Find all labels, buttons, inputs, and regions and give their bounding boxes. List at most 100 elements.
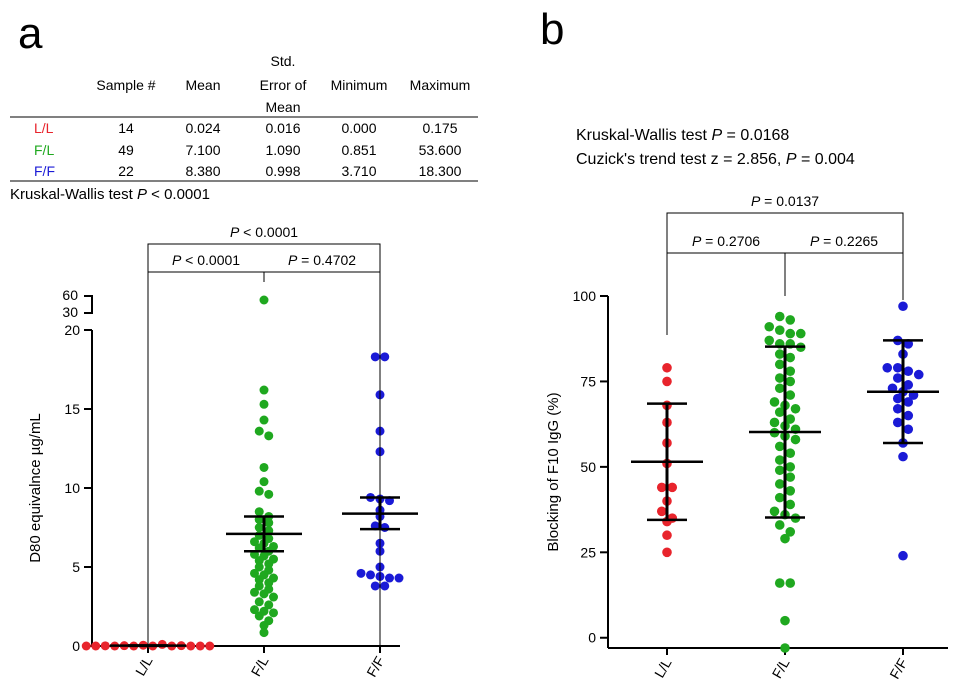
data-point bbox=[264, 431, 274, 441]
header-sample: Sample # bbox=[96, 77, 155, 93]
data-point bbox=[254, 575, 264, 585]
comparison-bracket: P = 0.2265 bbox=[785, 233, 903, 254]
data-point bbox=[780, 533, 790, 544]
chart-b-comparisons: P = 0.0137 P = 0.2706 P = 0.2265 bbox=[666, 193, 904, 335]
cell: 0.000 bbox=[341, 120, 376, 136]
chart-a-break-tick-60: 60 bbox=[62, 287, 78, 303]
data-point bbox=[774, 359, 785, 370]
data-point bbox=[892, 362, 903, 373]
data-point bbox=[898, 451, 908, 462]
y-tick-label: 0 bbox=[588, 630, 596, 646]
data-point bbox=[785, 366, 796, 376]
data-point bbox=[774, 520, 785, 530]
chart-b: Blocking of F10 IgG (%) 0 25 50 75 100 L/L F/… bbox=[545, 193, 948, 682]
data-point bbox=[882, 362, 893, 373]
data-point bbox=[903, 410, 914, 421]
header-maximum: Maximum bbox=[410, 77, 471, 93]
data-point bbox=[394, 573, 404, 583]
header-sem-3: Mean bbox=[265, 99, 300, 115]
y-tick-label: 25 bbox=[580, 544, 596, 560]
row-genotype: F/L bbox=[34, 142, 54, 158]
chart-a-comparisons: P < 0.0001 P < 0.0001 P = 0.4702 bbox=[147, 224, 381, 646]
data-point bbox=[259, 295, 269, 305]
data-point bbox=[903, 424, 914, 435]
data-point bbox=[774, 407, 785, 417]
comparison-label: P < 0.0001 bbox=[172, 252, 240, 268]
row-genotype: F/F bbox=[34, 163, 55, 179]
x-tick-label: F/F bbox=[886, 656, 910, 682]
data-point bbox=[769, 506, 780, 517]
data-point bbox=[250, 587, 259, 597]
panel-b-kw-test: Kruskal-Wallis test P = 0.0168 bbox=[576, 127, 789, 144]
data-point bbox=[254, 581, 264, 591]
data-point bbox=[250, 605, 259, 615]
data-point bbox=[259, 462, 269, 472]
data-point bbox=[785, 390, 796, 400]
data-point bbox=[898, 550, 908, 561]
data-point bbox=[903, 380, 914, 390]
data-point bbox=[250, 568, 259, 578]
data-point bbox=[250, 537, 259, 547]
y-tick-label: 15 bbox=[64, 401, 80, 417]
data-point bbox=[205, 641, 215, 651]
cell: 0.024 bbox=[185, 120, 220, 136]
x-tick-label: F/L bbox=[248, 653, 272, 679]
cell: 1.090 bbox=[265, 142, 300, 158]
data-point bbox=[81, 641, 91, 651]
data-point bbox=[264, 518, 274, 528]
cell: 22 bbox=[118, 163, 134, 179]
data-point bbox=[785, 352, 796, 363]
data-point bbox=[259, 385, 269, 395]
data-point bbox=[774, 441, 785, 452]
chart-b-points bbox=[656, 301, 924, 653]
data-point bbox=[780, 615, 790, 626]
y-tick-label: 100 bbox=[573, 288, 597, 304]
data-point bbox=[774, 373, 785, 383]
y-tick-label: 20 bbox=[64, 322, 80, 338]
cell: 8.380 bbox=[185, 163, 220, 179]
data-point bbox=[667, 482, 678, 493]
data-point bbox=[774, 465, 785, 476]
data-point bbox=[656, 506, 667, 517]
data-point bbox=[892, 393, 903, 404]
data-point bbox=[254, 523, 264, 532]
data-point bbox=[370, 352, 380, 362]
data-point bbox=[769, 397, 780, 407]
header-sem-1: Std. bbox=[271, 53, 296, 69]
comparison-bracket: P < 0.0001 bbox=[147, 224, 381, 646]
data-point bbox=[656, 482, 667, 493]
data-point bbox=[785, 578, 796, 588]
panel-a-letter: a bbox=[18, 9, 43, 58]
data-point bbox=[380, 523, 390, 532]
data-point bbox=[764, 335, 775, 346]
data-point bbox=[264, 600, 274, 610]
data-point bbox=[795, 328, 806, 339]
chart-a-x-ticks: L/L F/L F/F bbox=[132, 646, 388, 680]
chart-a-points bbox=[81, 295, 404, 651]
table-row-ff: F/F 22 8.380 0.998 3.710 18.300 bbox=[34, 163, 462, 179]
data-point bbox=[254, 486, 264, 496]
data-point bbox=[662, 362, 672, 373]
y-tick-label: 5 bbox=[72, 559, 80, 575]
data-point bbox=[785, 499, 796, 510]
data-point bbox=[662, 530, 672, 541]
comparison-label: P = 0.0137 bbox=[751, 193, 819, 209]
data-point bbox=[774, 311, 785, 322]
data-point bbox=[898, 301, 908, 312]
data-point bbox=[264, 559, 274, 569]
data-point bbox=[259, 589, 269, 599]
chart-a-break-tick-30: 30 bbox=[62, 304, 78, 320]
data-point bbox=[259, 399, 269, 409]
data-point bbox=[259, 415, 269, 425]
x-tick-label: F/L bbox=[769, 655, 793, 681]
panel-b-cuzick-test: Cuzick's trend test z = 2.856, P = 0.004 bbox=[576, 151, 855, 168]
panel-b-letter: b bbox=[540, 5, 564, 54]
cell: 18.300 bbox=[419, 163, 462, 179]
data-point bbox=[785, 448, 796, 459]
data-point bbox=[370, 581, 380, 591]
data-point bbox=[774, 578, 785, 588]
data-point bbox=[785, 462, 796, 472]
cell: 0.016 bbox=[265, 120, 300, 136]
data-point bbox=[254, 611, 264, 621]
